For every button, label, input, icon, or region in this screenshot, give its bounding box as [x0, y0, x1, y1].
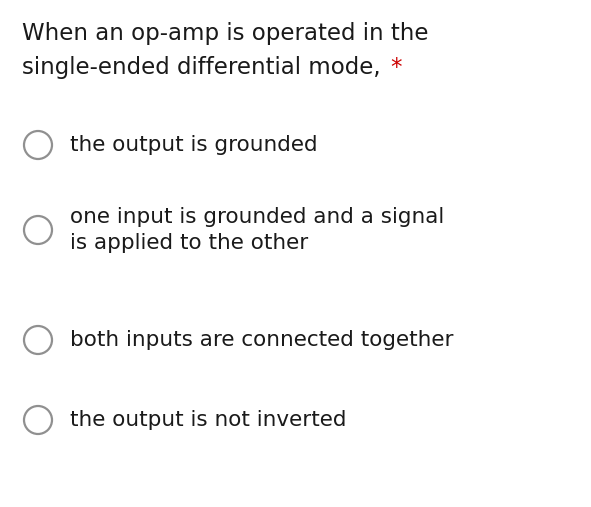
Text: both inputs are connected together: both inputs are connected together: [70, 330, 453, 350]
Text: one input is grounded and a signal: one input is grounded and a signal: [70, 207, 444, 227]
Text: the output is not inverted: the output is not inverted: [70, 410, 346, 430]
Text: When an op-amp is operated in the: When an op-amp is operated in the: [22, 22, 428, 45]
Text: is applied to the other: is applied to the other: [70, 233, 309, 253]
Text: the output is grounded: the output is grounded: [70, 135, 317, 155]
Text: single-ended differential mode,: single-ended differential mode,: [22, 56, 388, 79]
Text: *: *: [390, 56, 401, 79]
